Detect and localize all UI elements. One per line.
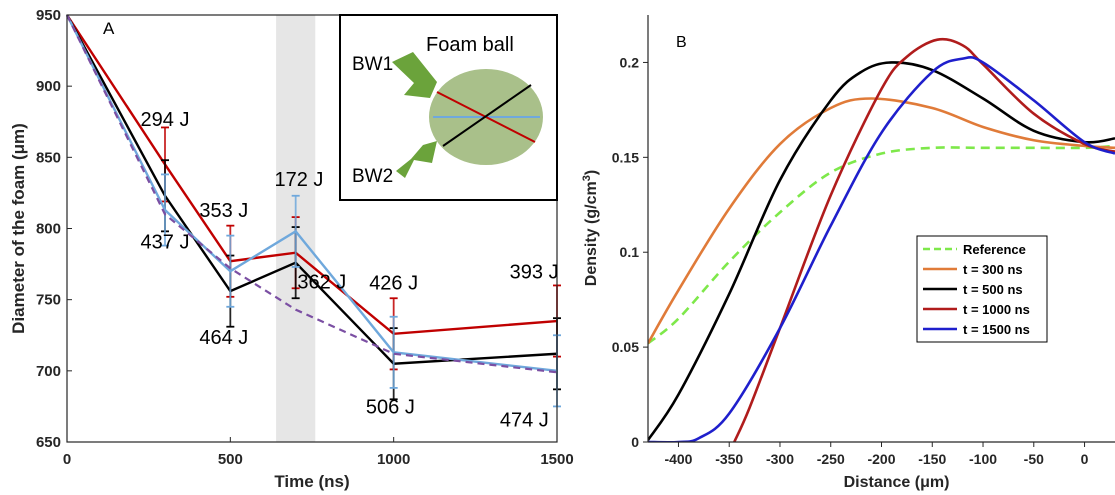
series-line-3 — [733, 37, 1115, 442]
legend-label: t = 1000 ns — [963, 302, 1030, 317]
series-line-3 — [66, 14, 558, 374]
y-tick-label: 950 — [36, 7, 61, 24]
x-tick-label: -200 — [867, 451, 895, 467]
x-tick-label: 0 — [63, 451, 71, 468]
series-line-2 — [65, 14, 558, 373]
y-tick-label: 0.2 — [620, 54, 640, 70]
beam-arrow-icon — [392, 52, 437, 98]
legend-label: t = 1500 ns — [963, 322, 1030, 337]
y-tick-label: 850 — [36, 149, 61, 166]
energy-annotation: 506 J — [366, 397, 415, 419]
x-axis-label: Time (ns) — [274, 472, 349, 491]
x-tick-label: 1500 — [540, 451, 573, 468]
y-tick-label: 800 — [36, 221, 61, 238]
y-axis-label-superscript: 3 — [581, 175, 593, 181]
y-axis-label-end: ) — [583, 170, 600, 175]
series-line-4 — [648, 56, 1115, 442]
panel-a-chart: 0 500 1000 1500 650 700 750 800 850 900 950 Time (n… — [9, 7, 574, 491]
y-tick-label: 700 — [36, 363, 61, 380]
y-tick-label: 750 — [36, 292, 61, 309]
series-line-2 — [648, 61, 1115, 441]
x-tick-label: -400 — [664, 451, 692, 467]
energy-annotation: 426 J — [369, 273, 418, 295]
y-tick-label: 0.15 — [612, 149, 639, 165]
energy-annotation: 393 J — [510, 261, 559, 283]
energy-annotation: 437 J — [141, 231, 190, 253]
series-line-0 — [65, 14, 558, 336]
legend-label: Reference — [963, 242, 1026, 257]
x-tick-label: 500 — [218, 451, 243, 468]
x-tick-label: -350 — [715, 451, 743, 467]
x-tick-label: -150 — [918, 451, 946, 467]
x-axis-label: Distance (μm) — [844, 474, 950, 491]
x-tick-label: -50 — [1024, 451, 1044, 467]
inset-label-bw1: BW1 — [352, 54, 393, 75]
series-line-0 — [648, 144, 1115, 345]
y-tick-label: 900 — [36, 78, 61, 95]
y-tick-label: 0.05 — [612, 339, 639, 355]
y-tick-label: 650 — [36, 434, 61, 451]
y-axis-label: Density (g/cm3) — [581, 170, 600, 286]
energy-annotation: 353 J — [199, 200, 248, 222]
series-line-1 — [648, 97, 1115, 344]
series-line-1 — [65, 14, 558, 365]
x-tick-label: -250 — [817, 451, 845, 467]
y-tick-label: 0.1 — [620, 244, 640, 260]
beam-arrow-icon — [396, 141, 437, 178]
y-tick-label: 0 — [631, 434, 639, 450]
inset-title: Foam ball — [426, 34, 514, 56]
panel-label: B — [676, 34, 687, 51]
energy-annotation: 362 J — [297, 271, 346, 293]
x-tick-label: -100 — [969, 451, 997, 467]
energy-annotation: 474 J — [500, 409, 549, 431]
energy-annotation: 172 J — [274, 169, 323, 191]
energy-annotation: 464 J — [199, 327, 248, 349]
panel-b-chart: -400 -350 -300 -250 -200 -150 -100 -50 0 0 0.05 0.1… — [581, 15, 1115, 491]
x-tick-label: 0 — [1081, 451, 1089, 467]
inset-label-bw2: BW2 — [352, 166, 393, 187]
legend-label: t = 500 ns — [963, 282, 1023, 297]
energy-annotation: 294 J — [141, 109, 190, 131]
panel-label: A — [103, 19, 115, 38]
x-tick-label: -300 — [766, 451, 794, 467]
diameter-arrow — [442, 84, 532, 147]
y-axis-label: Diameter of the foam (μm) — [9, 123, 28, 334]
x-tick-label: 1000 — [377, 451, 410, 468]
legend-label: t = 300 ns — [963, 262, 1023, 277]
